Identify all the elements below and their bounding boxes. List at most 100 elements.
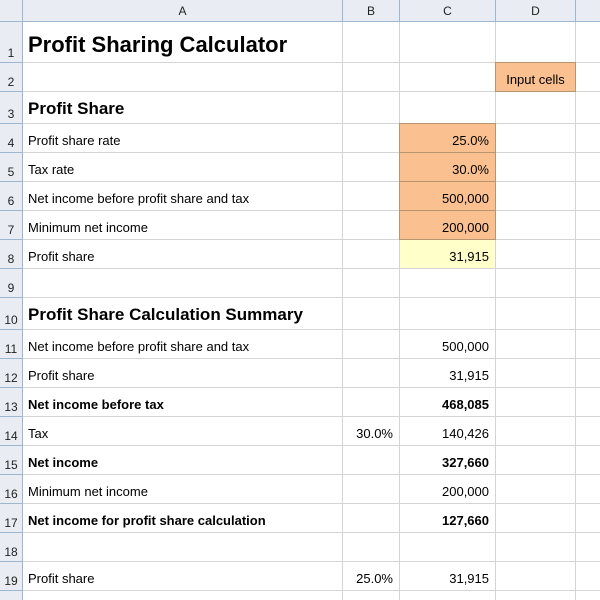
row-header-18[interactable]: 18 [0, 533, 23, 562]
cell-b4[interactable] [343, 124, 400, 153]
cell-a15[interactable]: Net income [23, 446, 343, 475]
cell-d5[interactable] [496, 153, 576, 182]
cell-e16[interactable] [576, 475, 600, 504]
column-header-e[interactable] [576, 0, 600, 22]
cell-b12[interactable] [343, 359, 400, 388]
cell-d20[interactable] [496, 591, 576, 600]
row-header-8[interactable]: 8 [0, 240, 23, 269]
cell-d4[interactable] [496, 124, 576, 153]
cell-e1[interactable] [576, 22, 600, 63]
cell-c19[interactable]: 31,915 [400, 562, 496, 591]
cell-a2[interactable] [23, 63, 343, 92]
row-header-19[interactable]: 19 [0, 562, 23, 591]
cell-e15[interactable] [576, 446, 600, 475]
cell-d6[interactable] [496, 182, 576, 211]
cell-c20[interactable] [400, 591, 496, 600]
cell-c15[interactable]: 327,660 [400, 446, 496, 475]
minimum-net-income-input[interactable]: 200,000 [399, 210, 496, 240]
cell-b9[interactable] [343, 269, 400, 298]
cell-d7[interactable] [496, 211, 576, 240]
cell-a9[interactable] [23, 269, 343, 298]
cell-b16[interactable] [343, 475, 400, 504]
column-header-d[interactable]: D [496, 0, 576, 22]
cell-e2[interactable] [576, 63, 600, 92]
profit-share-result[interactable]: 31,915 [400, 240, 496, 269]
cell-b19[interactable]: 25.0% [343, 562, 400, 591]
row-header-1[interactable]: 1 [0, 22, 23, 63]
column-header-a[interactable]: A [23, 0, 343, 22]
cell-a13[interactable]: Net income before tax [23, 388, 343, 417]
cell-e20[interactable] [576, 591, 600, 600]
cell-a18[interactable] [23, 533, 343, 562]
cell-d1[interactable] [496, 22, 576, 63]
cell-c2[interactable] [400, 63, 496, 92]
cell-a10[interactable]: Profit Share Calculation Summary [23, 298, 343, 330]
profit-share-rate-input[interactable]: 25.0% [399, 123, 496, 153]
row-header-2[interactable]: 2 [0, 63, 23, 92]
cell-d8[interactable] [496, 240, 576, 269]
cell-e17[interactable] [576, 504, 600, 533]
row-header-13[interactable]: 13 [0, 388, 23, 417]
cell-a8[interactable]: Profit share [23, 240, 343, 269]
cell-b11[interactable] [343, 330, 400, 359]
cell-c18[interactable] [400, 533, 496, 562]
cell-c13[interactable]: 468,085 [400, 388, 496, 417]
cell-c17[interactable]: 127,660 [400, 504, 496, 533]
cell-a5[interactable]: Tax rate [23, 153, 343, 182]
cell-a12[interactable]: Profit share [23, 359, 343, 388]
cell-e3[interactable] [576, 92, 600, 124]
cell-d16[interactable] [496, 475, 576, 504]
cell-d18[interactable] [496, 533, 576, 562]
cell-a11[interactable]: Net income before profit share and tax [23, 330, 343, 359]
cell-d17[interactable] [496, 504, 576, 533]
cell-e18[interactable] [576, 533, 600, 562]
row-header-14[interactable]: 14 [0, 417, 23, 446]
cell-a17[interactable]: Net income for profit share calculation [23, 504, 343, 533]
row-header-6[interactable]: 6 [0, 182, 23, 211]
cell-e4[interactable] [576, 124, 600, 153]
cell-a7[interactable]: Minimum net income [23, 211, 343, 240]
cell-c11[interactable]: 500,000 [400, 330, 496, 359]
cell-e12[interactable] [576, 359, 600, 388]
cell-a20[interactable] [23, 591, 343, 600]
row-header-16[interactable]: 16 [0, 475, 23, 504]
cell-b18[interactable] [343, 533, 400, 562]
row-header-12[interactable]: 12 [0, 359, 23, 388]
cell-d14[interactable] [496, 417, 576, 446]
cell-a6[interactable]: Net income before profit share and tax [23, 182, 343, 211]
cell-b5[interactable] [343, 153, 400, 182]
cell-b8[interactable] [343, 240, 400, 269]
cell-a14[interactable]: Tax [23, 417, 343, 446]
tax-rate-input[interactable]: 30.0% [399, 152, 496, 182]
net-income-before-input[interactable]: 500,000 [399, 181, 496, 211]
cell-b10[interactable] [343, 298, 400, 330]
cell-a3[interactable]: Profit Share [23, 92, 343, 124]
cell-a1[interactable]: Profit Sharing Calculator [23, 22, 343, 63]
cell-c16[interactable]: 200,000 [400, 475, 496, 504]
cell-c1[interactable] [400, 22, 496, 63]
row-header-11[interactable]: 11 [0, 330, 23, 359]
cell-b17[interactable] [343, 504, 400, 533]
cell-b14[interactable]: 30.0% [343, 417, 400, 446]
row-header-4[interactable]: 4 [0, 124, 23, 153]
row-header-20[interactable] [0, 591, 23, 600]
cell-b20[interactable] [343, 591, 400, 600]
cell-d11[interactable] [496, 330, 576, 359]
cell-a19[interactable]: Profit share [23, 562, 343, 591]
cell-e9[interactable] [576, 269, 600, 298]
cell-d13[interactable] [496, 388, 576, 417]
cell-e5[interactable] [576, 153, 600, 182]
cell-b15[interactable] [343, 446, 400, 475]
cell-d15[interactable] [496, 446, 576, 475]
cell-d19[interactable] [496, 562, 576, 591]
select-all-corner[interactable] [0, 0, 23, 22]
row-header-7[interactable]: 7 [0, 211, 23, 240]
row-header-3[interactable]: 3 [0, 92, 23, 124]
cell-a4[interactable]: Profit share rate [23, 124, 343, 153]
cell-e7[interactable] [576, 211, 600, 240]
cell-c10[interactable] [400, 298, 496, 330]
row-header-15[interactable]: 15 [0, 446, 23, 475]
cell-c14[interactable]: 140,426 [400, 417, 496, 446]
cell-e10[interactable] [576, 298, 600, 330]
row-header-10[interactable]: 10 [0, 298, 23, 330]
